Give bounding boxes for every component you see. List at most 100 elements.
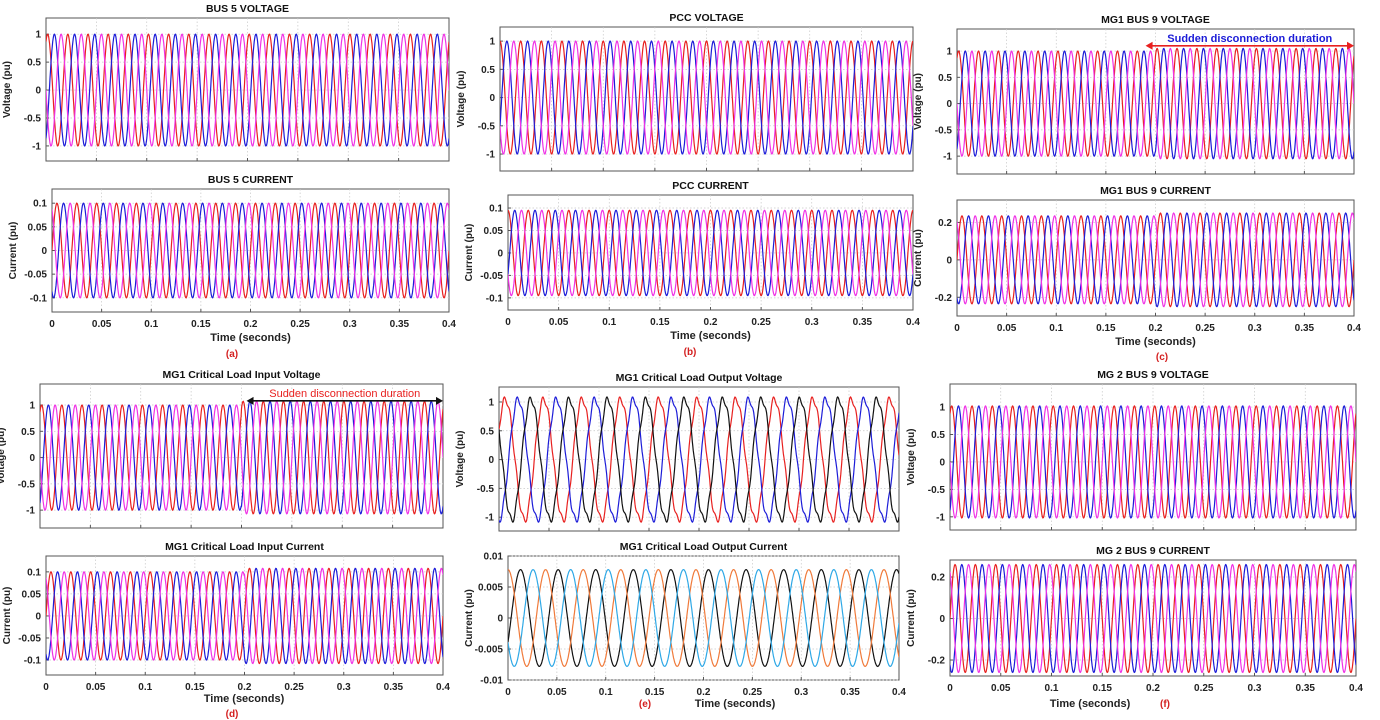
- y-tick-label: 0.5: [931, 430, 945, 441]
- y-tick-label: -1: [32, 141, 41, 152]
- y-tick-label: 0.2: [938, 218, 952, 229]
- x-axis-label: Time (seconds): [1115, 336, 1196, 348]
- y-axis-label: Current (pu): [8, 222, 19, 280]
- y-axis-label: Current (pu): [2, 587, 13, 645]
- y-axis-label: Current (pu): [464, 224, 475, 282]
- subplot-c-voltage: -1 -0.5 0 0.5 1 MG1 BUS 9 VOLTAGE Voltage (pu)…: [913, 14, 1355, 175]
- subplot-title: BUS 5 VOLTAGE: [206, 3, 289, 15]
- panel-label: (c): [1156, 352, 1168, 363]
- x-tick-label: 0.15: [1093, 683, 1113, 694]
- x-axis-label: Time (seconds): [1050, 698, 1131, 710]
- y-tick-label: 0: [489, 93, 495, 104]
- x-tick-label: 0.05: [86, 682, 106, 693]
- y-tick-label: -0.1: [486, 293, 504, 304]
- y-axis-label: Voltage (pu): [456, 70, 467, 127]
- subplot-title: BUS 5 CURRENT: [208, 174, 294, 186]
- x-tick-label: 0.4: [906, 317, 920, 328]
- subplot-title: MG 2 BUS 9 VOLTAGE: [1097, 369, 1209, 381]
- arrow-head-right-icon: [436, 396, 443, 405]
- series-line-3: [957, 212, 1354, 308]
- y-tick-label: 0.05: [484, 226, 504, 237]
- x-tick-label: 0.1: [1045, 683, 1059, 694]
- x-tick-label: 0.15: [650, 317, 670, 328]
- x-tick-label: 0.3: [343, 319, 357, 330]
- y-tick-label: -1: [26, 506, 35, 517]
- series-line-1: [950, 405, 1356, 519]
- x-tick-label: 0.2: [1149, 323, 1163, 334]
- y-tick-label: 0: [41, 246, 47, 257]
- annotation-text: Sudden disconnection duration: [1167, 33, 1332, 45]
- x-tick-label: 0.3: [794, 687, 808, 698]
- y-tick-label: -1: [943, 152, 952, 163]
- y-tick-label: -1: [485, 513, 494, 524]
- subplot-f-voltage: -1 -0.5 0 0.5 1 MG 2 BUS 9 VOLTAGE Voltage (pu…: [906, 369, 1357, 531]
- x-tick-label: 0.25: [743, 687, 763, 698]
- x-tick-label: 0.05: [92, 319, 112, 330]
- y-axis-label: Voltage (pu): [455, 430, 466, 487]
- series-line-3: [950, 563, 1356, 674]
- subplot-d-current: -0.1 -0.05 0 0.05 0.1 MG1 Critical Load Input…: [2, 541, 450, 705]
- x-tick-label: 0.25: [284, 682, 304, 693]
- x-tick-label: 0.35: [390, 319, 410, 330]
- y-tick-label: 0.5: [480, 426, 494, 437]
- series-line-3: [46, 33, 449, 147]
- y-tick-label: 0.005: [478, 583, 503, 594]
- y-tick-label: 0.1: [489, 204, 503, 215]
- series-line-3: [46, 567, 443, 665]
- x-tick-label: 0.4: [442, 319, 456, 330]
- y-tick-label: 0.1: [33, 199, 47, 210]
- subplot-c-current: -0.2 0 0.2 MG1 BUS 9 CURRENT Current (pu) 0 0.…: [913, 185, 1361, 348]
- series-line-3: [52, 202, 449, 299]
- subplot-title: MG1 Critical Load Output Current: [620, 541, 788, 553]
- subplot-a-current: -0.1 -0.05 0 0.05 0.1 BUS 5 CURRENT Current (p…: [8, 174, 456, 344]
- x-tick-label: 0.1: [144, 319, 158, 330]
- x-tick-label: 0.1: [138, 682, 152, 693]
- x-tick-label: 0.3: [805, 317, 819, 328]
- y-tick-label: -0.5: [478, 121, 496, 132]
- y-tick-label: 1: [939, 403, 945, 414]
- x-tick-label: 0.3: [337, 682, 351, 693]
- subplot-title: MG1 BUS 9 CURRENT: [1100, 185, 1211, 197]
- subplot-title: MG1 Critical Load Input Current: [165, 541, 324, 553]
- x-tick-label: 0.4: [436, 682, 450, 693]
- y-tick-label: 0.1: [27, 567, 41, 578]
- y-tick-label: 0: [35, 611, 41, 622]
- x-tick-label: 0.3: [1248, 323, 1262, 334]
- x-tick-label: 0.35: [853, 317, 873, 328]
- x-tick-label: 0.2: [1146, 683, 1160, 694]
- series-line-2: [40, 400, 443, 515]
- x-tick-label: 0: [947, 683, 953, 694]
- y-tick-label: -0.5: [928, 485, 946, 496]
- arrow-head-left-icon: [1145, 41, 1153, 50]
- x-tick-label: 0.2: [704, 317, 718, 328]
- series-line-3: [508, 568, 899, 668]
- y-tick-label: -0.05: [24, 270, 47, 281]
- disconnection-annotation: Sudden disconnection duration: [1145, 33, 1354, 50]
- y-tick-label: -0.5: [935, 125, 953, 136]
- series-line-2: [508, 568, 899, 668]
- y-tick-label: 0: [29, 453, 35, 464]
- subplot-e-current: -0.01 -0.005 0 0.005 0.01 MG1 Critical Load O…: [464, 541, 906, 710]
- y-tick-label: 0.5: [481, 65, 495, 76]
- subplot-title: MG1 Critical Load Output Voltage: [616, 372, 783, 384]
- y-tick-label: 1: [35, 30, 41, 41]
- y-tick-label: 0: [497, 248, 503, 259]
- y-tick-label: 0.2: [931, 573, 945, 584]
- panel-label: (e): [639, 699, 651, 710]
- y-axis-label: Current (pu): [464, 589, 475, 647]
- series-line-1: [957, 212, 1354, 308]
- series-line-1: [499, 396, 899, 523]
- subplot-title: MG1 Critical Load Input Voltage: [163, 369, 321, 381]
- x-tick-label: 0: [505, 687, 511, 698]
- series-line-2: [957, 212, 1354, 308]
- x-tick-label: 0.35: [1295, 323, 1315, 334]
- y-axis-label: Voltage (pu): [913, 73, 924, 130]
- series-line-3: [500, 40, 913, 155]
- annotation-text: Sudden disconnection duration: [269, 388, 420, 400]
- subplot-title: PCC VOLTAGE: [669, 12, 743, 24]
- series-line-1: [950, 563, 1356, 674]
- y-tick-label: -0.5: [18, 479, 36, 490]
- x-axis-label: Time (seconds): [204, 693, 285, 705]
- series-line-2: [46, 567, 443, 665]
